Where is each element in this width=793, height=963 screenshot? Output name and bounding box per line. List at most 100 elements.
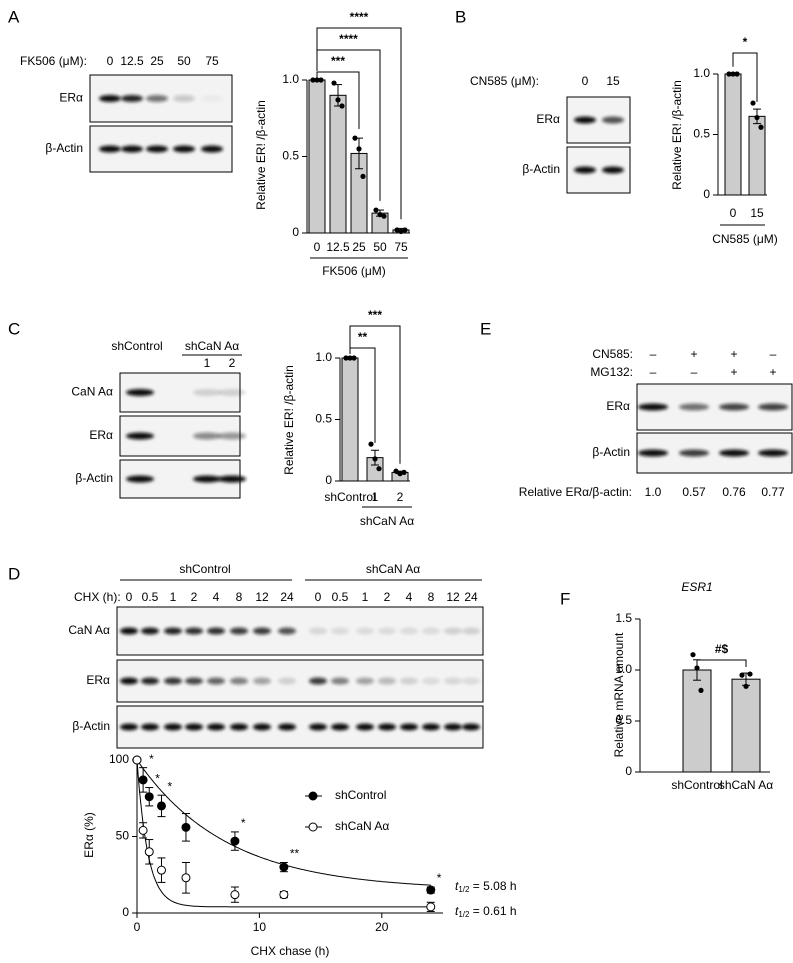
x-tick-label: 50 [373, 240, 387, 254]
sign: – [770, 347, 777, 361]
x-tick-label: 1 [372, 490, 379, 504]
blot-band [278, 677, 296, 685]
lane-label: 24 [464, 590, 478, 604]
blot-band [278, 723, 296, 731]
panel-label: C [8, 319, 20, 338]
bar [682, 669, 712, 773]
y-tick-label: 1.0 [693, 66, 710, 80]
data-point [377, 212, 383, 218]
lane-label: 4 [213, 590, 220, 604]
blot-band [141, 723, 159, 731]
blot-band [126, 432, 154, 440]
treatment-label: CHX (h): [74, 590, 121, 604]
data-point [381, 213, 387, 219]
blot-band [574, 166, 596, 174]
x-tick-label: 20 [375, 920, 389, 934]
blot-row-label: CaN Aα [68, 623, 110, 637]
blot-band [444, 723, 462, 731]
quant-value: 0.77 [761, 485, 785, 499]
blot-band [444, 677, 462, 685]
legend-marker [308, 791, 318, 801]
data-point [694, 665, 700, 671]
y-tick-label: 50 [116, 829, 130, 843]
data-point [335, 97, 341, 103]
y-tick-label: 0.5 [615, 713, 632, 727]
y-tick-label: 1.5 [615, 611, 632, 625]
blot-row-label: β-Actin [75, 471, 113, 485]
data-point [360, 173, 366, 179]
blot-band [719, 449, 749, 457]
blot-band [400, 627, 418, 635]
y-axis-label: Relative mRNA amount [612, 632, 626, 757]
data-point [352, 135, 358, 141]
data-point [754, 114, 760, 121]
blot-band [120, 627, 138, 635]
blot-band [164, 677, 182, 685]
lane-label: 0.5 [142, 590, 159, 604]
significance-label: *** [331, 54, 345, 68]
lane-label: 24 [280, 590, 294, 604]
group-label: shCaN Aα [185, 339, 239, 353]
significance-label: * [743, 35, 748, 49]
group-label: shControl [111, 339, 162, 353]
half-life-label: t1/2 = 0.61 h [455, 904, 517, 919]
blot-band [207, 677, 225, 685]
point-label: * [149, 752, 154, 766]
data-point [743, 683, 749, 689]
data-point [310, 77, 316, 83]
lane-label: 4 [406, 590, 413, 604]
significance-label: **** [339, 32, 358, 46]
sign: – [650, 365, 657, 379]
blot-band [193, 432, 221, 440]
data-point [144, 792, 154, 802]
x-tick-label: 2 [397, 490, 404, 504]
blot-band [356, 677, 374, 685]
blot-band [309, 677, 327, 685]
data-point [401, 469, 407, 475]
significance-label: *** [368, 308, 382, 322]
blot-row-label: ERα [86, 673, 110, 687]
significance-bracket [349, 325, 401, 464]
blot-band [309, 627, 327, 635]
sign: + [690, 347, 697, 361]
y-tick-label: 1.0 [282, 72, 299, 86]
lane-label: 1 [204, 356, 211, 370]
blot-band [141, 677, 159, 685]
blot-row-label: ERα [59, 91, 83, 105]
data-point [726, 71, 732, 77]
y-tick-label: 0.5 [693, 127, 710, 141]
chart-title: ESR1 [681, 580, 712, 594]
y-tick-label: 0 [122, 905, 129, 919]
lane-label: 2 [229, 356, 236, 370]
significance-bracket [316, 49, 381, 201]
legend-label: shCaN Aα [335, 819, 389, 833]
x-tick-label: 75 [394, 240, 408, 254]
blot-band [126, 389, 154, 396]
x-axis-label: CHX chase (h) [251, 944, 330, 958]
blot-band [99, 95, 121, 102]
lane-label: 12.5 [120, 54, 144, 68]
blot-band [193, 389, 221, 396]
legend-label: shControl [335, 788, 386, 802]
blot-band [120, 677, 138, 685]
group-label: shControl [179, 562, 230, 576]
panel-label: B [455, 7, 466, 26]
data-point [156, 865, 166, 875]
significance-label: **** [350, 10, 369, 24]
blot-band [400, 723, 418, 731]
treatment-label: FK506 (μM): [20, 54, 87, 68]
data-point [356, 146, 362, 152]
lane-label: 0 [582, 74, 589, 88]
blot-band [218, 475, 246, 483]
blot-row-label: CaN Aα [71, 385, 113, 399]
data-point [739, 672, 745, 678]
panel-label: A [8, 7, 20, 26]
x-axis-label: CN585 (μM) [712, 232, 778, 246]
x-tick-label: 15 [750, 206, 764, 220]
blot-band [120, 723, 138, 731]
lane-label: 2 [384, 590, 391, 604]
data-point [181, 822, 191, 832]
y-tick-label: 0.5 [282, 149, 299, 163]
point-label: ** [290, 847, 300, 861]
blot-band [99, 145, 121, 153]
